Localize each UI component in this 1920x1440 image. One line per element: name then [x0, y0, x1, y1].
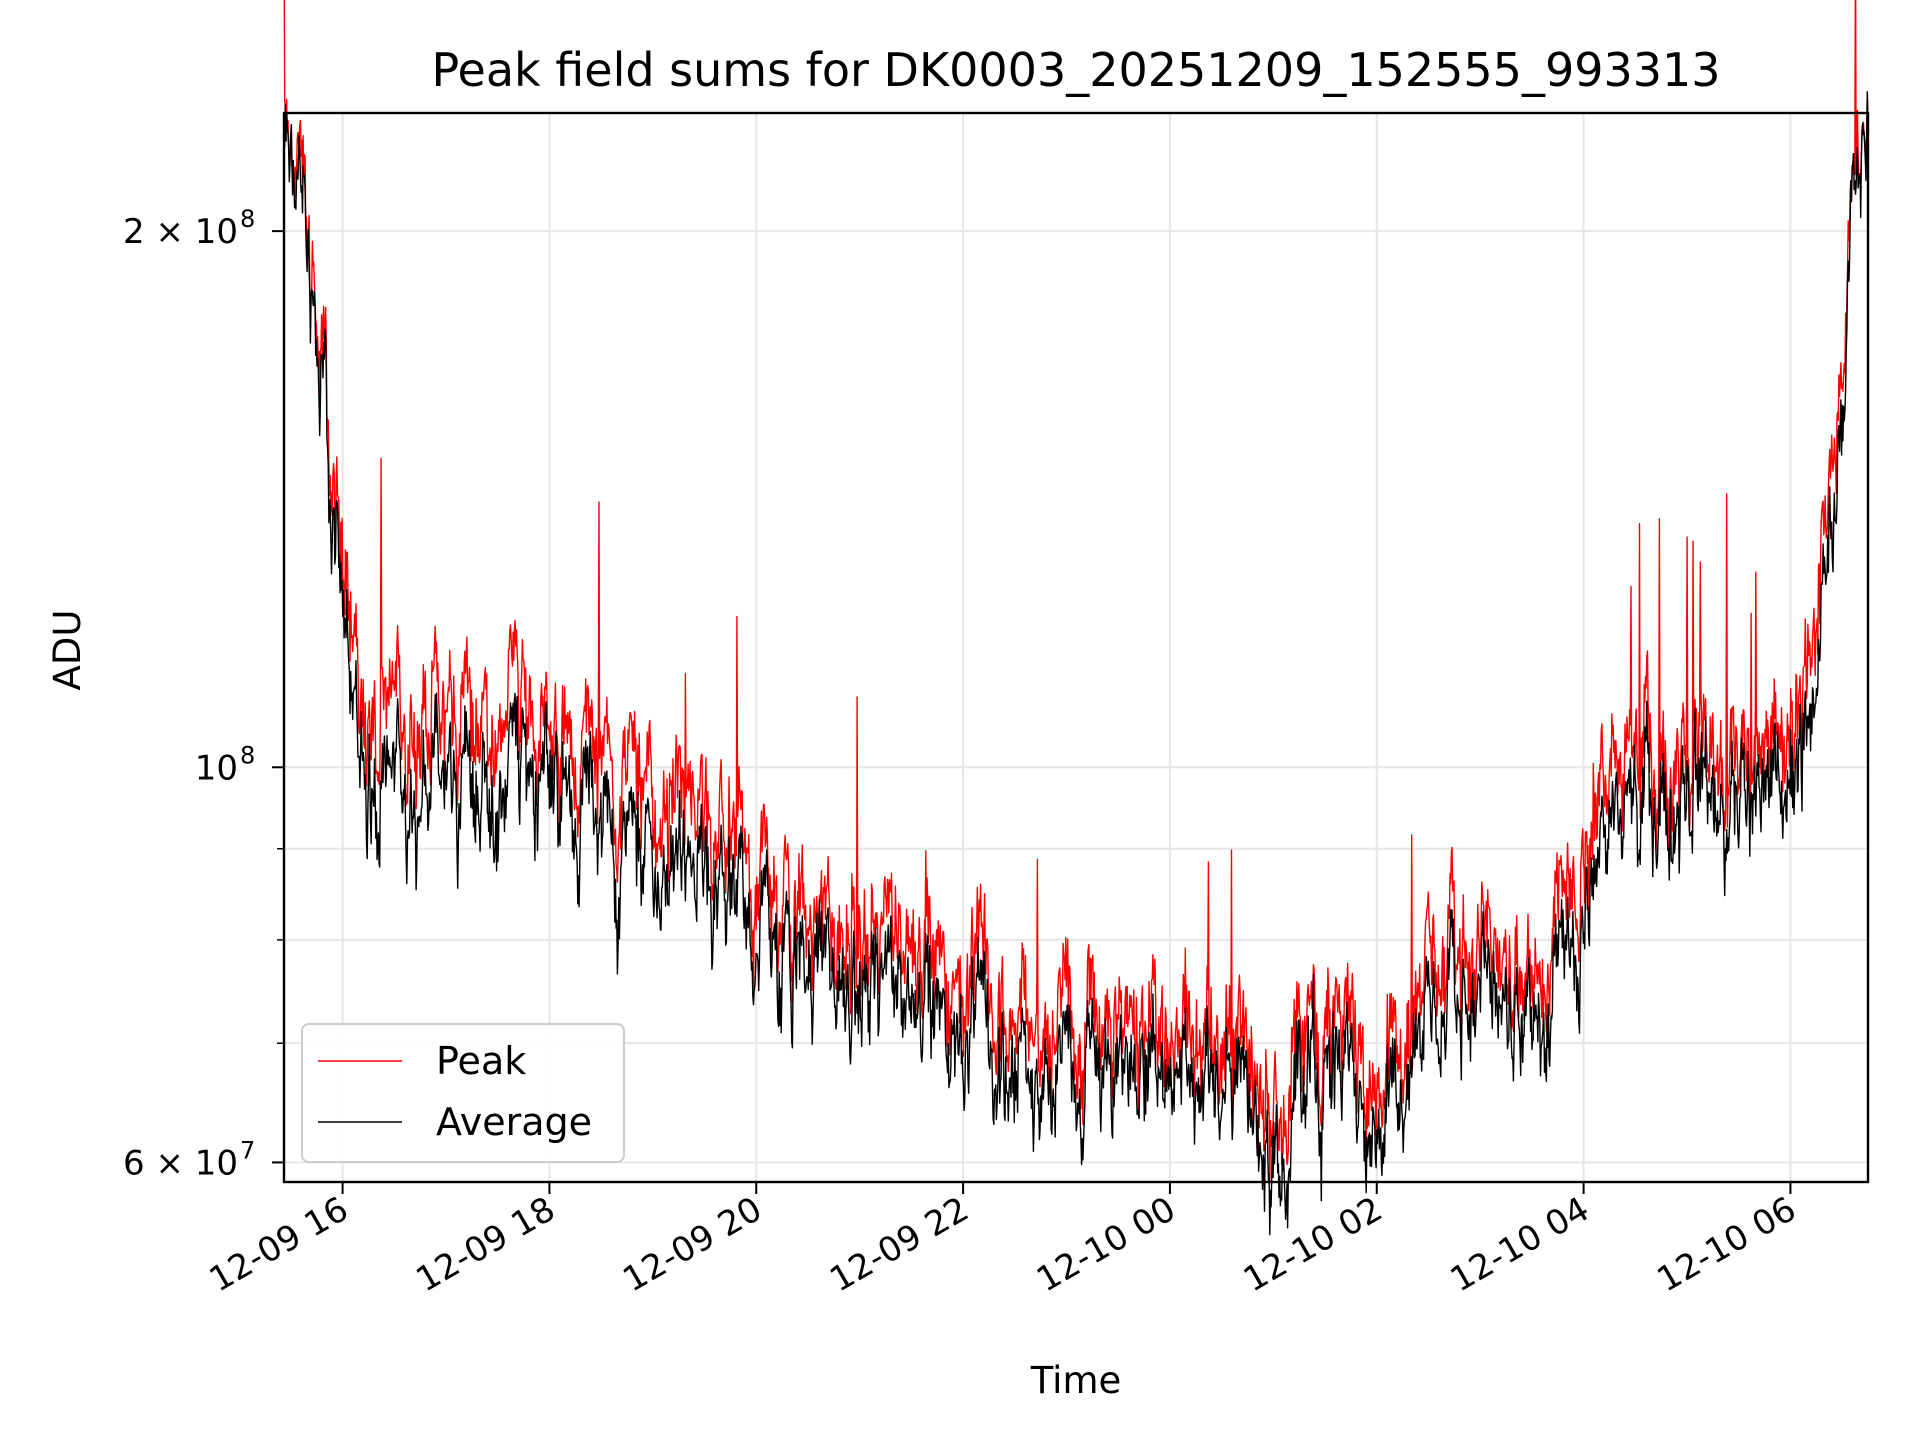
y-tick-label: 10 — [195, 748, 238, 788]
y-tick-label-exponent: 8 — [240, 741, 255, 769]
plot-frame — [282, 111, 1870, 1184]
y-tick-label-base: 2 × 10 — [123, 212, 238, 252]
y-tick-label-base: 6 × 10 — [123, 1143, 238, 1183]
y-tick-label-exponent: 8 — [240, 205, 255, 233]
y-tick-label: 2 × 10 — [123, 212, 238, 252]
y-tick-label-exponent: 7 — [240, 1136, 255, 1164]
y-axis-label: ADU — [46, 610, 89, 691]
series-layer — [283, 0, 1869, 1236]
legend-box — [301, 1023, 625, 1163]
chart-title: Peak field sums for DK0003_20251209_1525… — [431, 43, 1720, 97]
y-tick-label-base: 10 — [195, 748, 238, 788]
series-line-peak — [283, 0, 1869, 1184]
legend: Peak Average — [301, 1023, 625, 1163]
legend-label-average: Average — [436, 1100, 592, 1144]
y-tick-label: 6 × 10 — [123, 1143, 238, 1183]
y-axis: 6 × 10 710 82 × 10 8 — [123, 205, 284, 1183]
x-axis-label: Time — [1030, 1359, 1122, 1402]
series-line-average — [283, 91, 1869, 1236]
legend-label-peak: Peak — [436, 1039, 526, 1083]
